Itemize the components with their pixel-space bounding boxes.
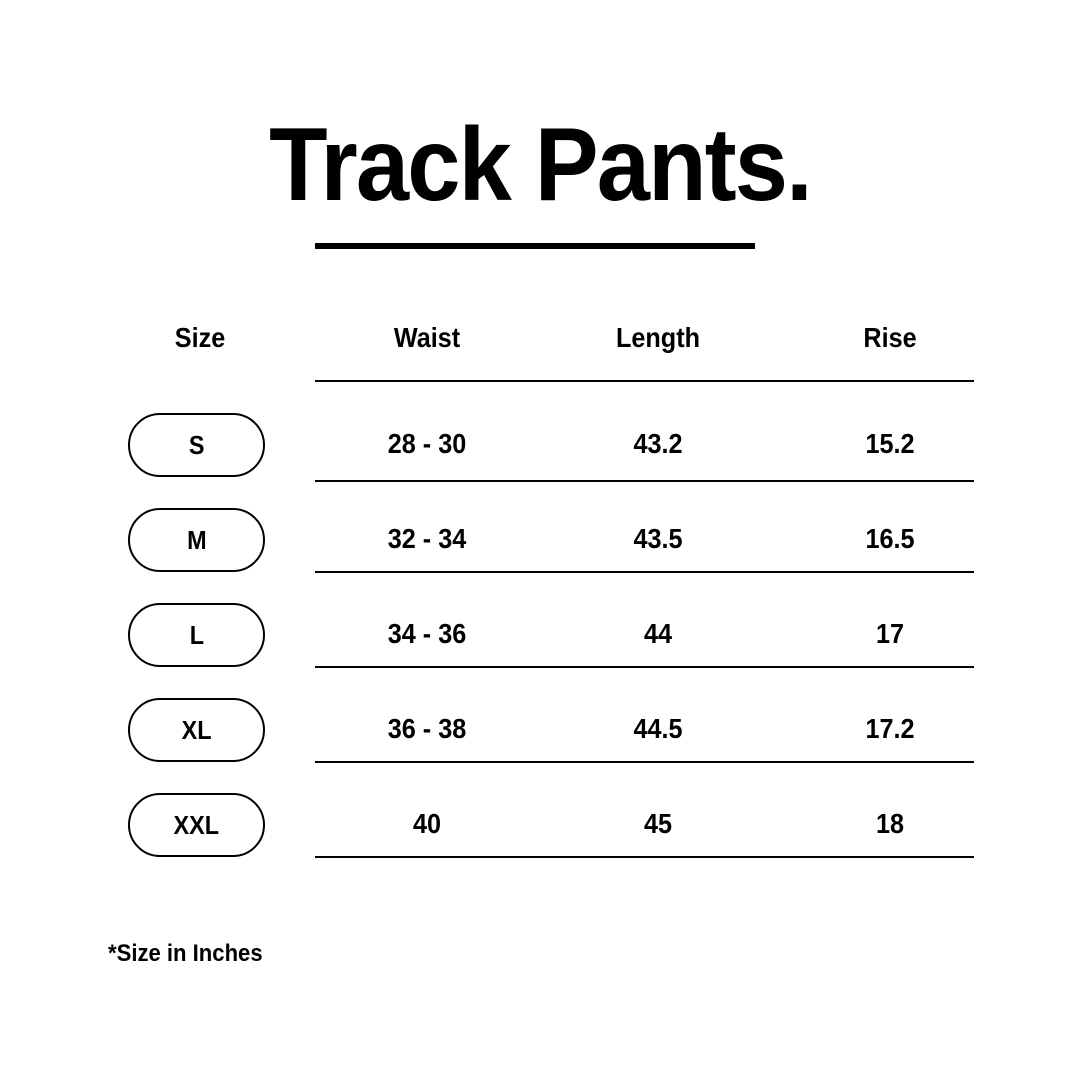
size-label: XXL bbox=[173, 809, 220, 840]
header-length: Length bbox=[616, 322, 700, 353]
row-divider bbox=[315, 761, 974, 763]
footnote: *Size in Inches bbox=[108, 940, 263, 967]
size-label: L bbox=[189, 619, 204, 650]
cell-rise: 16.5 bbox=[865, 523, 915, 554]
cell-rise: 17 bbox=[875, 618, 905, 649]
title-underline bbox=[315, 243, 755, 249]
cell-length: 43.5 bbox=[633, 523, 683, 554]
row-divider bbox=[315, 856, 974, 858]
cell-waist: 36 - 38 bbox=[387, 713, 467, 744]
row-divider bbox=[315, 480, 974, 482]
cell-waist: 32 - 34 bbox=[387, 523, 467, 554]
row-divider bbox=[315, 571, 974, 573]
cell-rise: 18 bbox=[875, 808, 905, 839]
header-waist: Waist bbox=[393, 322, 461, 353]
header-size: Size bbox=[174, 322, 226, 353]
size-label: M bbox=[186, 524, 207, 555]
header-rise: Rise bbox=[863, 322, 917, 353]
size-pill: S bbox=[128, 413, 265, 477]
cell-length: 45 bbox=[643, 808, 673, 839]
size-pill: M bbox=[128, 508, 265, 572]
cell-waist: 34 - 36 bbox=[387, 618, 467, 649]
cell-waist: 40 bbox=[412, 808, 442, 839]
cell-length: 44 bbox=[643, 618, 673, 649]
size-label: S bbox=[188, 429, 205, 460]
header-divider bbox=[315, 380, 974, 382]
cell-waist: 28 - 30 bbox=[387, 428, 467, 459]
cell-rise: 17.2 bbox=[865, 713, 915, 744]
cell-length: 43.2 bbox=[633, 428, 683, 459]
cell-length: 44.5 bbox=[633, 713, 683, 744]
page-title: Track Pants. bbox=[269, 107, 813, 223]
row-divider bbox=[315, 666, 974, 668]
size-label: XL bbox=[181, 714, 212, 745]
cell-rise: 15.2 bbox=[865, 428, 915, 459]
size-pill: XXL bbox=[128, 793, 265, 857]
size-pill: L bbox=[128, 603, 265, 667]
size-pill: XL bbox=[128, 698, 265, 762]
